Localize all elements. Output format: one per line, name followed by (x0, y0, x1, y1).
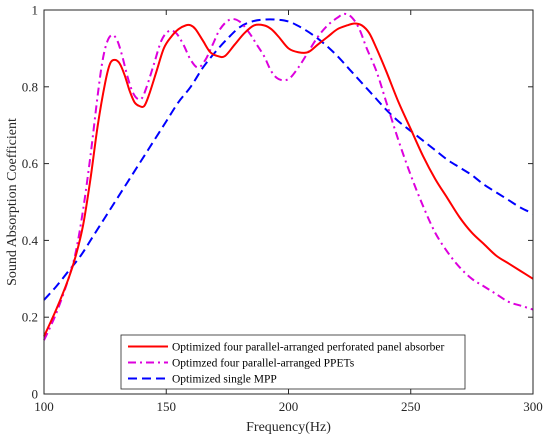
y-tick-label: 0.6 (22, 156, 39, 171)
series-line-2 (43, 12, 534, 341)
legend-label-1: Optimized four parallel-arranged perfora… (172, 342, 445, 354)
x-axis-label: Frequency(Hz) (246, 420, 331, 435)
y-tick-label: 0 (32, 387, 39, 402)
series-line-1 (43, 22, 534, 337)
y-tick-label: 0.8 (22, 79, 38, 94)
series-layer (43, 12, 534, 341)
x-tick-label: 200 (279, 399, 299, 414)
x-tick-label: 250 (401, 399, 421, 414)
legend-label-2: Optimzed four parallel-arranged PPETs (172, 358, 355, 370)
legend-items: Optimized four parallel-arranged perfora… (128, 342, 445, 386)
ticks-layer: 100 150 200 250 300 0 0.2 0.4 0.6 0.8 1 (22, 3, 543, 415)
y-tick-label: 1 (32, 3, 39, 18)
legend-box (120, 334, 466, 390)
y-tick-label: 0.2 (22, 310, 38, 325)
x-tick-label: 300 (523, 399, 543, 414)
x-tick-label: 150 (157, 399, 177, 414)
legend-label-3: Optimized single MPP (172, 374, 277, 386)
series-line-3 (43, 18, 534, 301)
plot-area (44, 10, 533, 394)
x-tick-label: 100 (34, 399, 54, 414)
legend: Optimized four parallel-arranged perfora… (120, 334, 466, 390)
y-axis-label: Sound Absorption Coefficient (5, 118, 20, 286)
y-tick-label: 0.4 (22, 233, 39, 248)
